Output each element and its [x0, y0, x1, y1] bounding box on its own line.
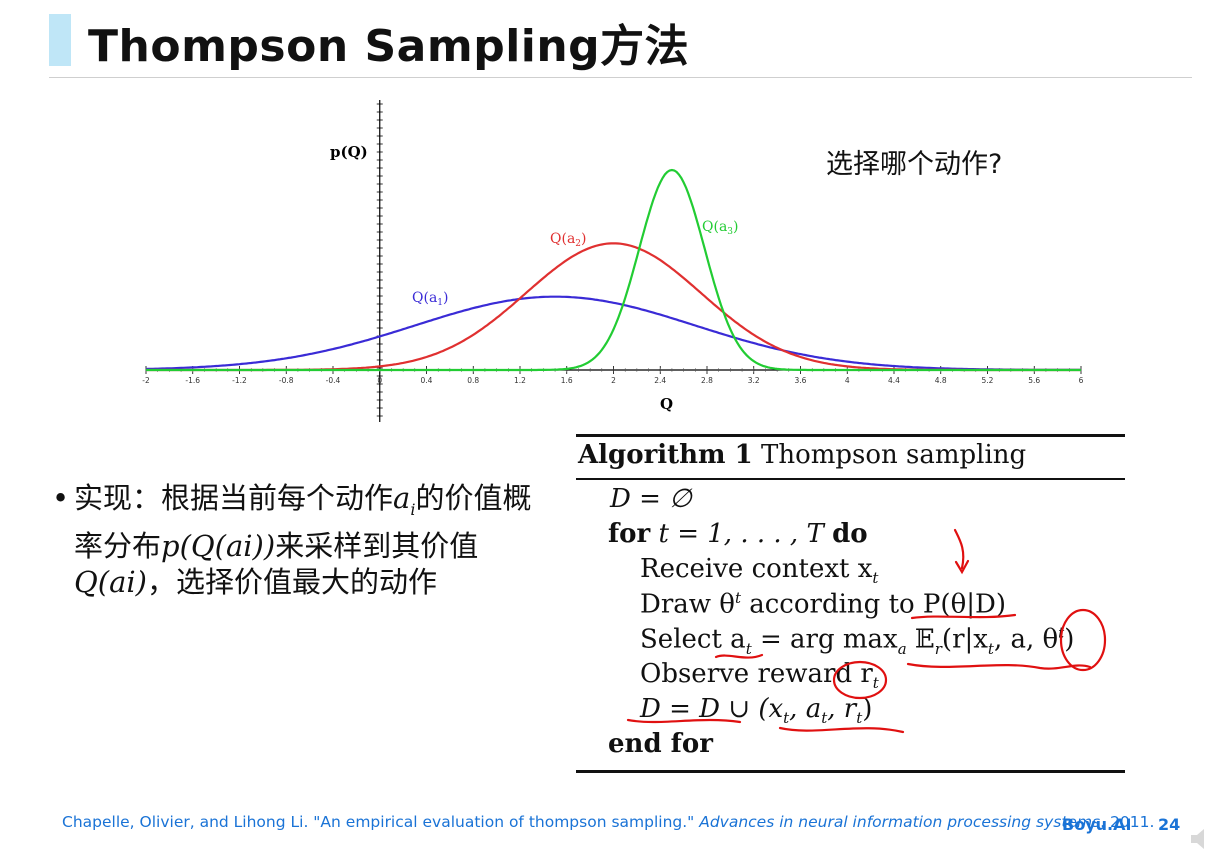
bullet-text: 实现：根据当前每个动作ai的价值概率分布p(Q(ai))来采样到其价值Q(ai)…: [74, 481, 532, 599]
x-tick-label: 1.6: [561, 376, 573, 385]
series-label-Q(a3): Q(a3): [702, 219, 739, 237]
chart-plot-area: -2 -1.6 -1.2 -0.8 -0.4 0 0.4 0.8 1.2 1.6 2 2.4 2.8 3.…: [142, 100, 1084, 422]
algo-line-update: D = D ∪ (xt, at, rt): [640, 694, 873, 728]
x-axis-label: Q: [660, 395, 673, 413]
annotation-arrow-head: [954, 559, 970, 575]
annotation-underline-D: [626, 718, 742, 724]
x-tick-label: -2: [142, 376, 150, 385]
x-tick-label: 0.8: [467, 376, 479, 385]
annotation-underline-a: [714, 653, 764, 659]
x-tick-label: 4.8: [935, 376, 947, 385]
algo-line-for: for t = 1, . . . , T do: [608, 519, 868, 549]
algo-line-draw: Draw θt according to P(θ|D): [640, 589, 1006, 620]
annotation-circle-r: [832, 660, 888, 700]
x-tick-label: 2: [611, 376, 616, 385]
speaker-icon[interactable]: [1188, 826, 1214, 852]
algo-line-select: Select at = arg maxa 𝔼r(r|xt, a, θt): [640, 624, 1075, 658]
algo-rule-top: [576, 434, 1125, 437]
x-tick-label: 3.2: [748, 376, 760, 385]
x-tick-label: 0: [377, 376, 382, 385]
x-tick-label: 1.2: [514, 376, 526, 385]
x-tick-label: -1.6: [185, 376, 200, 385]
x-tick-label: 6: [1079, 376, 1084, 385]
algo-line-receive: Receive context xt: [640, 554, 879, 588]
slide-title: Thompson Sampling方法: [88, 21, 690, 72]
x-tick-label: 5.2: [982, 376, 994, 385]
x-tick-label: -0.8: [279, 376, 294, 385]
algo-rule-bottom: [576, 770, 1125, 773]
annotation-underline-tuple: [778, 726, 905, 734]
title-accent-bar: [49, 14, 71, 66]
x-tick-label: 5.6: [1028, 376, 1040, 385]
x-tick-label: -1.2: [232, 376, 247, 385]
x-tick-label: 3.6: [795, 376, 807, 385]
title-divider: [49, 77, 1192, 78]
page-number: 24: [1158, 815, 1181, 834]
annotation-underline-P: [910, 613, 1017, 620]
series-label-Q(a1): Q(a1): [412, 290, 449, 308]
annotation-circle-theta: [1059, 608, 1107, 672]
x-tick-label: 0.4: [421, 376, 433, 385]
algo-line-init: D = ∅: [610, 484, 692, 514]
bullet-point: • 实现：根据当前每个动作ai的价值概率分布p(Q(ai))来采样到其价值Q(a…: [52, 480, 532, 600]
series-label-Q(a2): Q(a2): [550, 231, 587, 249]
algo-heading: Algorithm 1 Thompson sampling: [578, 440, 1027, 470]
citation: Chapelle, Olivier, and Lihong Li. "An em…: [62, 813, 1155, 831]
bullet-dot: •: [52, 481, 70, 515]
x-tick-label: 4: [845, 376, 850, 385]
math-q-ai: Q(ai): [74, 564, 147, 599]
x-tick-label: -0.4: [326, 376, 341, 385]
x-tick-label: 2.4: [654, 376, 666, 385]
question-text: 选择哪个动作?: [826, 149, 1003, 180]
series-line-Q(a1): [145, 295, 1081, 371]
annotation-underline-E: [906, 662, 1092, 670]
math-p-q-ai: p(Q(ai)): [161, 528, 276, 563]
algo-rule-mid: [576, 478, 1125, 480]
x-tick-label: 4.4: [888, 376, 900, 385]
annotation-arrow: [953, 528, 965, 570]
algorithm-box: Algorithm 1 Thompson sampling D = ∅ for …: [576, 434, 1125, 774]
brand-label: Boyu.AI: [1062, 815, 1132, 834]
x-tick-label: 2.8: [701, 376, 713, 385]
series-line-Q(a3): [146, 168, 1081, 372]
math-a-i: ai: [393, 481, 416, 519]
y-axis-label: p(Q): [330, 143, 368, 161]
algo-line-endfor: end for: [608, 729, 713, 759]
